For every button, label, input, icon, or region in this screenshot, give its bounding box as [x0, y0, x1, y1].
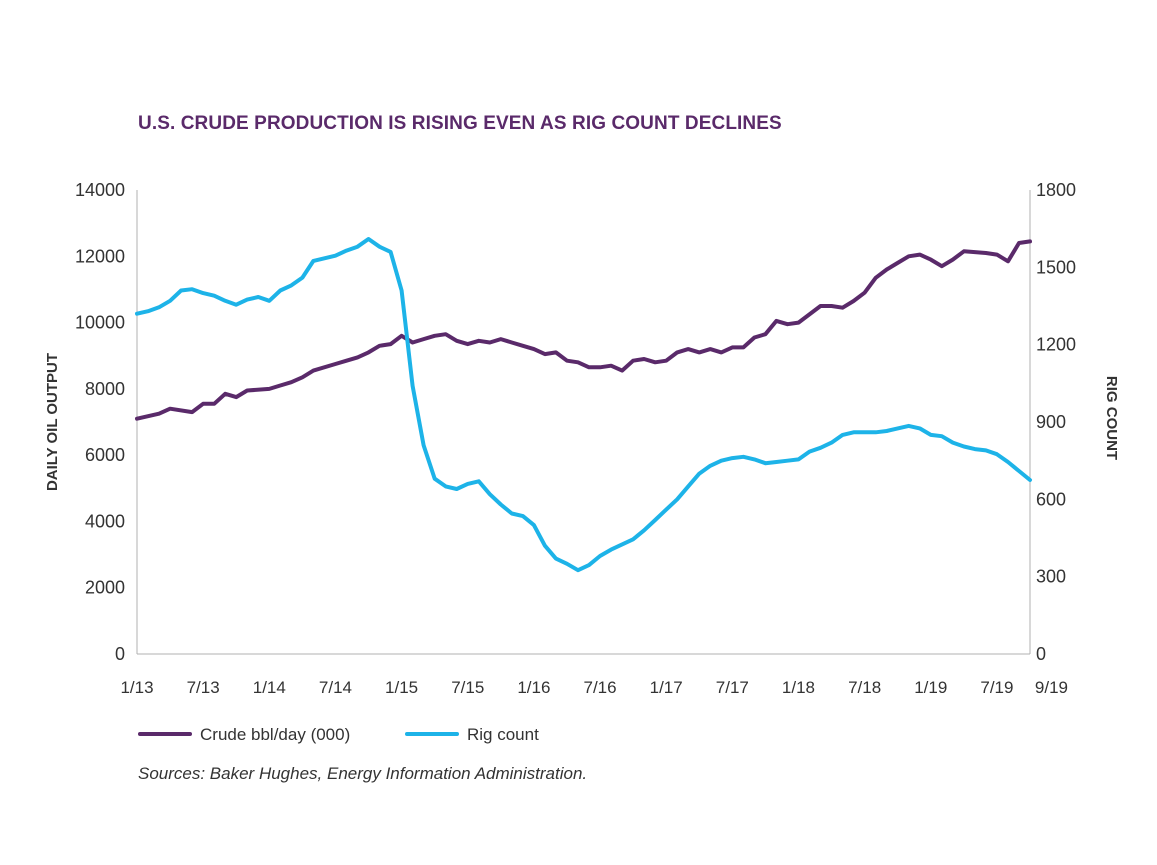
y-left-tick-label: 10000: [75, 313, 125, 333]
x-tick-label: 7/18: [848, 678, 881, 697]
x-tick-label: 7/19: [980, 678, 1013, 697]
chart-title: U.S. CRUDE PRODUCTION IS RISING EVEN AS …: [138, 113, 782, 134]
x-tick-label: 7/17: [716, 678, 749, 697]
x-tick-label: 1/15: [385, 678, 418, 697]
x-tick-label: 7/16: [583, 678, 616, 697]
series-line-rig-count: [135, 237, 1032, 573]
x-tick-label: 7/15: [451, 678, 484, 697]
y-left-tick-label: 6000: [85, 445, 125, 465]
legend-label-crude: Crude bbl/day (000): [200, 725, 350, 744]
y-left-tick-label: 14000: [75, 180, 125, 200]
source-note: Sources: Baker Hughes, Energy Informatio…: [138, 764, 588, 783]
x-tick-label: 1/13: [120, 678, 153, 697]
x-tick-label: 7/14: [319, 678, 352, 697]
y-left-axis-title: DAILY OIL OUTPUT: [44, 353, 61, 491]
x-tick-label: 1/14: [253, 678, 286, 697]
y-right-tick-label: 900: [1036, 412, 1066, 432]
x-tick-label: 1/17: [650, 678, 683, 697]
series-line-crude: [135, 239, 1032, 421]
x-tick-label: 1/16: [517, 678, 550, 697]
legend: Crude bbl/day (000) Rig count: [138, 725, 539, 744]
series-lines: [135, 237, 1032, 573]
y-right-tick-label: 1200: [1036, 335, 1076, 355]
y-right-tick-label: 0: [1036, 644, 1046, 664]
y-right-tick-label: 300: [1036, 567, 1066, 587]
y-left-tick-label: 2000: [85, 578, 125, 598]
legend-label-rig-count: Rig count: [467, 725, 539, 744]
y-left-tick-label: 12000: [75, 246, 125, 266]
tick-labels: 0 2000 4000 6000 8000 10000 12000 14000 0 300 600 9…: [75, 180, 1076, 697]
y-right-tick-label: 600: [1036, 489, 1066, 509]
x-tick-label: 1/18: [782, 678, 815, 697]
y-left-tick-label: 4000: [85, 511, 125, 531]
y-right-tick-label: 1800: [1036, 180, 1076, 200]
y-right-tick-label: 1500: [1036, 257, 1076, 277]
y-left-tick-label: 8000: [85, 379, 125, 399]
axes: [136, 190, 1031, 655]
axis-titles: DAILY OIL OUTPUT RIG COUNT: [44, 353, 1120, 491]
y-right-axis-title: RIG COUNT: [1103, 376, 1120, 460]
x-tick-label: 9/19: [1035, 678, 1068, 697]
x-tick-label: 7/13: [187, 678, 220, 697]
y-left-tick-label: 0: [115, 644, 125, 664]
x-tick-label: 1/19: [914, 678, 947, 697]
